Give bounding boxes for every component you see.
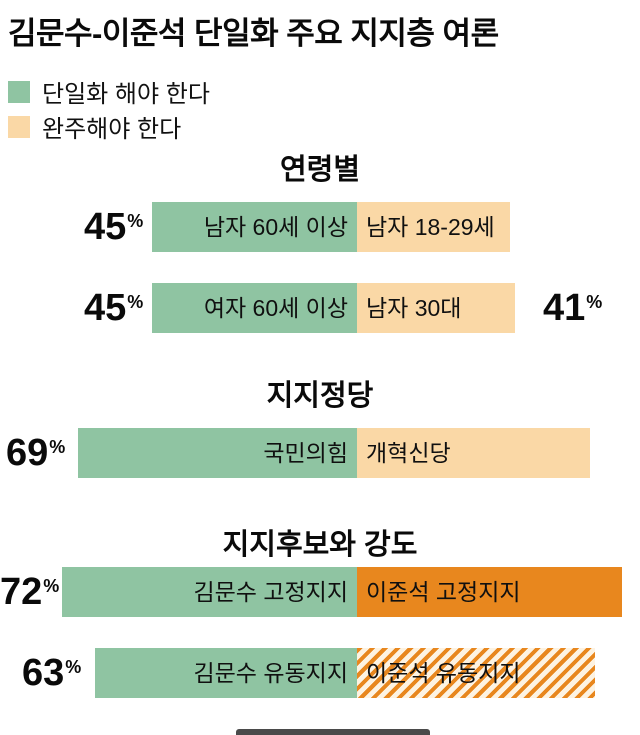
bar-segment-hatched-orange: 이준석 유동지지 [357,648,595,698]
bar-segment-peach: 남자 18-29세 [357,202,510,252]
bar-segment-peach: 개혁신당 [357,428,590,478]
percent-value: 63 [22,652,65,694]
legend-item-complete: 완주해야 한다 [8,109,181,144]
section-heading-age: 연령별 [279,154,361,186]
percent-value: 69 [6,432,49,474]
green-percent-label: 69% [6,428,65,478]
bar-segment-green: 국민의힘 [78,428,357,478]
bar-row-floating-support: 63% 김문수 유동지지 이준석 유동지지 [0,648,640,698]
bar-segment-green: 김문수 고정지지 [62,567,357,617]
legend-swatch-peach-icon [8,115,30,138]
percent-value: 41 [543,287,586,329]
section-heading-candidate: 지지후보와 강도 [222,529,418,561]
bar-segment-green: 남자 60세 이상 [152,202,357,252]
bar-segment-label: 이준석 유동지지 [366,660,521,686]
bar-segment-label: 김문수 고정지지 [193,579,348,605]
percent-sign: % [65,657,82,677]
percent-sign: % [43,576,60,596]
legend-swatch-green-icon [8,80,30,103]
bar-segment-label: 남자 18-29세 [366,214,495,240]
green-percent-label: 45% [84,283,143,333]
bar-segment-label: 개혁신당 [366,440,451,466]
bar-segment-peach: 남자 30대 [357,283,515,333]
percent-value: 45 [84,287,127,329]
green-percent-label: 45% [84,202,143,252]
legend-item-unify: 단일화 해야 한다 [8,74,210,109]
bar-segment-label: 남자 60세 이상 [203,214,348,240]
percent-value: 72 [0,571,43,613]
percent-sign: % [49,437,66,457]
percent-value: 45 [84,206,127,248]
bar-segment-label: 김문수 유동지지 [193,660,348,686]
legend-label-complete: 완주해야 한다 [42,116,182,143]
section-heading-party: 지지정당 [266,380,374,412]
bar-segment-green: 여자 60세 이상 [152,283,357,333]
percent-sign: % [127,292,144,312]
bar-row-age-women60: 45% 여자 60세 이상 남자 30대 41% [0,283,640,333]
green-percent-label: 63% [22,648,81,698]
page-title: 김문수-이준석 단일화 주요 지지층 여론 [8,16,499,51]
bottom-crop-artifact [236,729,430,735]
bar-segment-label: 국민의힘 [263,440,348,466]
bar-row-fixed-support: 72% 김문수 고정지지 이준석 고정지지 [0,567,640,617]
percent-sign: % [586,292,603,312]
bar-segment-orange: 이준석 고정지지 [357,567,622,617]
bar-row-party: 69% 국민의힘 개혁신당 [0,428,640,478]
percent-sign: % [127,211,144,231]
bar-row-age-men60: 45% 남자 60세 이상 남자 18-29세 [0,202,640,252]
bar-segment-green: 김문수 유동지지 [95,648,357,698]
green-percent-label: 72% [0,567,59,617]
bar-segment-label: 이준석 고정지지 [366,579,521,605]
legend-label-unify: 단일화 해야 한다 [42,81,210,108]
right-percent-label: 41% [543,283,602,333]
bar-segment-label: 남자 30대 [366,295,462,321]
bar-segment-label: 여자 60세 이상 [203,295,348,321]
